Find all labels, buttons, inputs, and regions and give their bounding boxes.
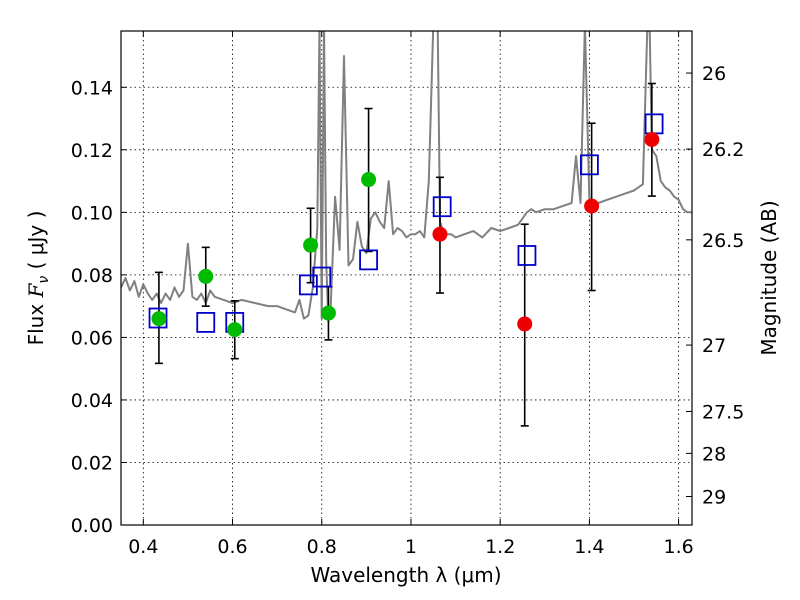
observed-photometry-point xyxy=(198,268,214,284)
y-axis-label: Flux Fν ( μJy ) xyxy=(24,211,52,346)
y-tick-label: 0.14 xyxy=(71,77,113,99)
observed-photometry-point xyxy=(517,316,533,332)
plot-frame xyxy=(120,30,693,526)
right-tick-label: 27 xyxy=(702,335,726,357)
model-photometry-square xyxy=(312,266,332,288)
model-photometry-square xyxy=(196,311,216,333)
y-tick-label: 0.04 xyxy=(71,390,113,412)
right-tick-label: 28 xyxy=(702,443,726,465)
observed-photometry-point xyxy=(361,172,377,188)
plot-background xyxy=(121,31,692,525)
right-tick-label: 29 xyxy=(702,486,726,508)
right-axis-label: Magnitude (AB) xyxy=(757,200,781,355)
axis-ticks: 0.4 0.6 0.8 1 1.2 1.4 1.6 0.00 0.02 0.04 0.06 0.08 0… xyxy=(71,31,744,558)
y-tick-label: 0.00 xyxy=(71,515,113,537)
x-tick-label: 0.8 xyxy=(307,536,337,558)
y-tick-label: 0.08 xyxy=(71,265,113,287)
y-axis-label-unit: ( μJy ) xyxy=(24,211,48,276)
y-axis-label-subscript: ν xyxy=(36,276,52,284)
model-photometry-square xyxy=(517,245,537,266)
y-tick-label: 0.02 xyxy=(71,452,113,474)
y-tick-label: 0.12 xyxy=(71,140,113,162)
model-photometry-square xyxy=(148,307,168,329)
observed-photometry-point xyxy=(584,198,600,214)
x-axis-label: Wavelength λ (μm) xyxy=(310,563,501,587)
right-tick-label: 26.2 xyxy=(702,139,744,161)
x-tick-label: 1.4 xyxy=(574,536,604,558)
x-tick-label: 0.4 xyxy=(128,536,158,558)
observed-photometry-point xyxy=(151,311,167,327)
markers xyxy=(148,113,664,338)
model-photometry-square xyxy=(579,154,599,176)
observed-photometry-point xyxy=(320,305,336,321)
model-photometry-square xyxy=(359,249,378,271)
x-tick-label: 0.6 xyxy=(217,536,247,558)
y-tick-label: 0.06 xyxy=(71,327,113,349)
right-tick-label: 26 xyxy=(702,63,726,85)
right-tick-label: 27.5 xyxy=(702,401,744,423)
observed-photometry-point xyxy=(303,237,319,253)
model-photometry-square xyxy=(432,196,452,218)
grid-lines xyxy=(121,31,692,525)
x-tick-label: 1.2 xyxy=(485,536,515,558)
observed-photometry-point xyxy=(432,226,448,242)
observed-photometry-point xyxy=(227,322,243,338)
right-tick-label: 26.5 xyxy=(702,230,744,252)
observed-photometry-point xyxy=(644,131,660,147)
model-photometry-square xyxy=(298,274,318,296)
x-tick-label: 1 xyxy=(405,536,417,558)
x-tick-label: 1.6 xyxy=(664,536,694,558)
y-tick-label: 0.10 xyxy=(71,202,113,224)
y-axis-label-prefix: Flux xyxy=(24,297,48,345)
y-axis-label-symbol: F xyxy=(24,282,48,298)
